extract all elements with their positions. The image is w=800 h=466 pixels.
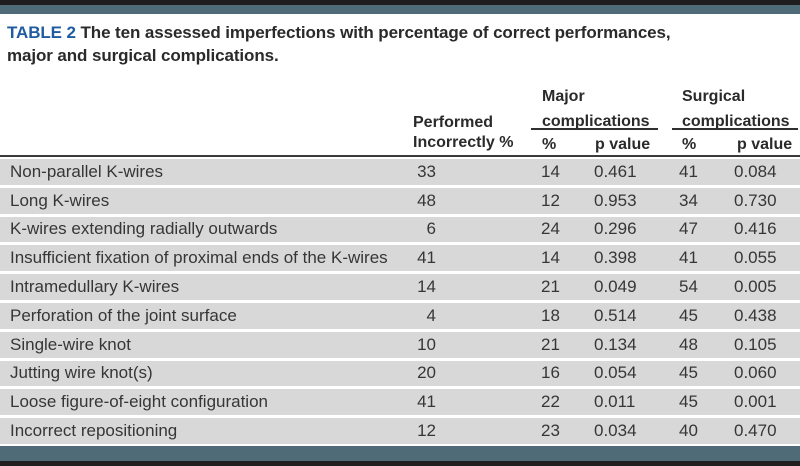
performed-incorrectly-value: 20: [417, 363, 436, 383]
major-pct-header: %: [542, 136, 557, 153]
imperfection-label: Long K-wires: [10, 190, 110, 210]
imperfection-label: K-wires extending radially outwards: [10, 219, 278, 239]
column-headers: Performed Incorrectly % Major complicati…: [0, 0, 800, 158]
surgical-pvalue: 0.438: [734, 305, 777, 325]
surgical-header-line-1: Surgical: [682, 88, 746, 105]
major-pvalue: 0.034: [594, 421, 637, 441]
performed-incorrectly-value: 14: [417, 277, 436, 297]
table-caption: TABLE 2 The ten assessed imperfections w…: [7, 21, 767, 67]
imperfection-label: Insufficient fixation of proximal ends o…: [10, 248, 388, 268]
table-row: Perforation of the joint surface 4 18 0.…: [0, 302, 800, 329]
major-pct-value: 22: [541, 392, 560, 412]
performed-incorrectly-value: 41: [417, 248, 436, 268]
surgical-pvalue: 0.060: [734, 363, 777, 383]
performed-header-line-2: Incorrectly %: [413, 134, 514, 151]
bottom-slate-band: [0, 446, 800, 461]
performed-incorrectly-value: 10: [417, 334, 436, 354]
performed-incorrectly-value: 48: [417, 190, 436, 210]
caption-line-1: TABLE 2 The ten assessed imperfections w…: [7, 21, 767, 44]
surgical-pct-header: %: [682, 136, 697, 153]
major-pct-value: 21: [541, 334, 560, 354]
caption-text-2: major and surgical complications.: [7, 46, 279, 65]
major-pvalue: 0.398: [594, 248, 637, 268]
surgical-pct-value: 45: [679, 392, 698, 412]
table-row: Loose figure-of-eight configuration 41 2…: [0, 389, 800, 416]
table-row: Insufficient fixation of proximal ends o…: [0, 245, 800, 272]
caption-text-1: The ten assessed imperfections with perc…: [80, 23, 671, 42]
surgical-header-line-2: complications: [682, 113, 790, 130]
surgical-pvalue: 0.105: [734, 334, 777, 354]
table-number-label: TABLE 2: [7, 23, 76, 42]
surgical-pct-value: 45: [679, 363, 698, 383]
table-row: Non-parallel K-wires 33 14 0.461 41 0.08…: [0, 159, 800, 185]
surgical-pvalue: 0.084: [734, 161, 777, 181]
imperfection-label: Single-wire knot: [10, 334, 131, 354]
table-row: Long K-wires 48 12 0.953 34 0.730: [0, 187, 800, 214]
major-pvalue: 0.461: [594, 161, 637, 181]
surgical-pct-value: 54: [679, 277, 698, 297]
performed-incorrectly-value: 33: [417, 161, 436, 181]
top-slate-band: [0, 5, 800, 14]
major-pct-value: 24: [541, 219, 560, 239]
major-pct-value: 18: [541, 305, 560, 325]
bottom-black-bar: [0, 461, 800, 466]
major-pvalue: 0.514: [594, 305, 637, 325]
table-row: Single-wire knot 10 21 0.134 48 0.105: [0, 331, 800, 358]
surgical-pvalue: 0.055: [734, 248, 777, 268]
imperfection-label: Intramedullary K-wires: [10, 277, 180, 297]
imperfection-label: Incorrect repositioning: [10, 421, 178, 441]
performed-incorrectly-value: 12: [417, 421, 436, 441]
imperfection-label: Jutting wire knot(s): [10, 363, 153, 383]
imperfection-label: Perforation of the joint surface: [10, 305, 237, 325]
surgical-pct-value: 41: [679, 248, 698, 268]
major-pct-value: 14: [541, 161, 560, 181]
header-bottom-rule: [0, 155, 800, 157]
major-header-line-1: Major: [542, 88, 585, 105]
major-pct-value: 23: [541, 421, 560, 441]
major-pvalue: 0.953: [594, 190, 637, 210]
performed-incorrectly-header: Performed Incorrectly %: [413, 113, 513, 153]
surgical-pvalue: 0.730: [734, 190, 777, 210]
performed-header-line-1: Performed: [413, 114, 494, 131]
surgical-pvalue: 0.416: [734, 219, 777, 239]
major-pct-value: 16: [541, 363, 560, 383]
top-black-bar: [0, 0, 800, 5]
performed-incorrectly-value: 4: [426, 305, 436, 325]
surgical-pct-value: 40: [679, 421, 698, 441]
imperfection-label: Non-parallel K-wires: [10, 161, 164, 181]
major-pct-value: 12: [541, 190, 560, 210]
table-body: Non-parallel K-wires 33 14 0.461 41 0.08…: [0, 159, 800, 444]
major-complications-header: Major complications: [542, 84, 650, 134]
table-row: Jutting wire knot(s) 20 16 0.054 45 0.06…: [0, 360, 800, 387]
table-row: Intramedullary K-wires 14 21 0.049 54 0.…: [0, 274, 800, 300]
surgical-pct-value: 48: [679, 334, 698, 354]
surgical-complications-header: Surgical complications: [682, 84, 790, 134]
surgical-complications-rule: [672, 128, 798, 130]
major-pvalue: 0.054: [594, 363, 637, 383]
surgical-pct-value: 34: [679, 190, 698, 210]
surgical-pct-value: 41: [679, 161, 698, 181]
surgical-pct-value: 47: [679, 219, 698, 239]
surgical-pvalue-header: p value: [737, 136, 793, 153]
major-pvalue: 0.011: [594, 392, 636, 412]
major-pvalue: 0.134: [594, 334, 637, 354]
major-pvalue-header: p value: [595, 136, 651, 153]
major-pvalue: 0.296: [594, 219, 637, 239]
surgical-pvalue: 0.005: [734, 277, 777, 297]
surgical-pct-value: 45: [679, 305, 698, 325]
major-pct-value: 14: [541, 248, 560, 268]
table-row: Incorrect repositioning 12 23 0.034 40 0…: [0, 418, 800, 444]
performed-incorrectly-value: 6: [426, 219, 436, 239]
major-pvalue: 0.049: [594, 277, 637, 297]
major-complications-rule: [531, 128, 658, 130]
imperfection-label: Loose figure-of-eight configuration: [10, 392, 268, 412]
performed-incorrectly-value: 41: [417, 392, 436, 412]
major-header-line-2: complications: [542, 113, 650, 130]
surgical-pvalue: 0.470: [734, 421, 777, 441]
surgical-pvalue: 0.001: [734, 392, 777, 412]
table-row: K-wires extending radially outwards 6 24…: [0, 216, 800, 243]
major-pct-value: 21: [541, 277, 560, 297]
